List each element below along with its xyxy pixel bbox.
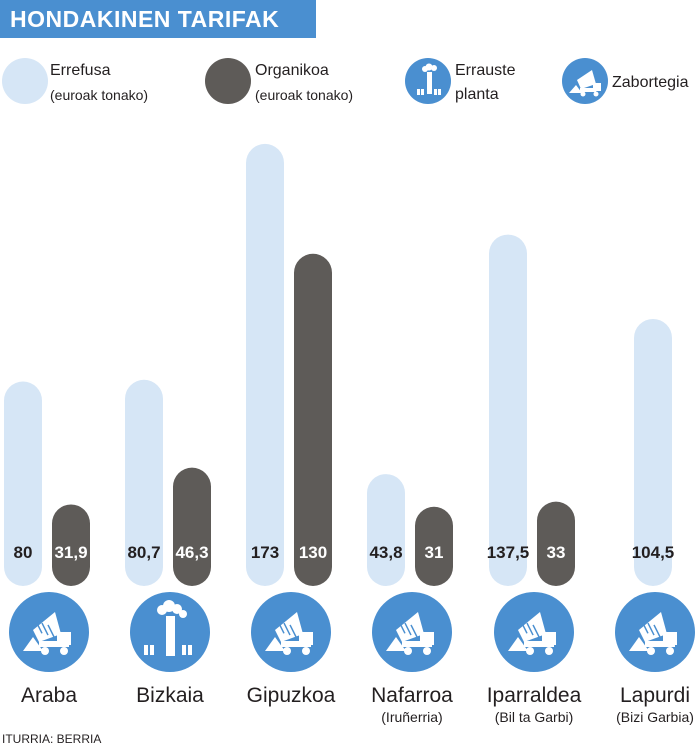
legend-errauste-label-1: Errauste bbox=[455, 62, 516, 79]
dump-truck-icon bbox=[562, 58, 608, 104]
bar-errefusa-nafarroa bbox=[367, 474, 405, 586]
legend-organikoa-label: Organikoa bbox=[255, 62, 329, 79]
category-label-lapurdi: Lapurdi bbox=[620, 684, 690, 707]
chart-title: HONDAKINEN TARIFAK bbox=[0, 0, 316, 38]
bar-organikoa-araba bbox=[52, 504, 90, 586]
value-label-organikoa-iparraldea: 33 bbox=[547, 543, 566, 562]
incinerator-icon-bizkaia bbox=[144, 600, 192, 656]
legend-errauste-label-2: planta bbox=[455, 86, 499, 103]
legend-zabortegia: Zabortegia bbox=[562, 58, 700, 110]
bar-errefusa-bizkaia bbox=[125, 379, 163, 586]
bar-errefusa-araba bbox=[4, 381, 42, 586]
dump-truck-icon-nafarroa bbox=[386, 612, 434, 655]
category-label-iparraldea: Iparraldea bbox=[487, 684, 582, 707]
legend-organikoa-swatch bbox=[205, 58, 251, 104]
value-label-errefusa-araba: 80 bbox=[14, 543, 33, 562]
incinerator-icon bbox=[405, 58, 451, 104]
value-label-errefusa-lapurdi: 104,5 bbox=[632, 543, 675, 562]
dump-truck-icon-iparraldea bbox=[508, 612, 556, 655]
bar-organikoa-nafarroa bbox=[415, 506, 453, 586]
legend-zabortegia-label: Zabortegia bbox=[612, 74, 689, 91]
legend-errefusa: Errefusa (euroak tonako) bbox=[0, 58, 200, 110]
value-label-organikoa-araba: 31,9 bbox=[54, 543, 87, 562]
value-label-organikoa-gipuzkoa: 130 bbox=[299, 543, 327, 562]
source-note: ITURRIA: BERRIA bbox=[2, 732, 102, 746]
value-label-errefusa-bizkaia: 80,7 bbox=[127, 543, 160, 562]
legend-errauste: Errauste planta bbox=[405, 58, 555, 110]
legend-errefusa-unit: (euroak tonako) bbox=[50, 87, 149, 103]
bar-chart: 80 31,9 Araba 80,7 46,3 Bizkaia 173 130 Gipuzkoa… bbox=[4, 143, 695, 725]
bar-organikoa-gipuzkoa bbox=[294, 253, 332, 586]
bar-errefusa-iparraldea bbox=[489, 234, 527, 586]
bar-organikoa-bizkaia bbox=[173, 467, 211, 586]
legend-organikoa-unit: (euroak tonako) bbox=[255, 87, 354, 103]
category-label-gipuzkoa: Gipuzkoa bbox=[247, 684, 336, 707]
legend-errefusa-swatch bbox=[2, 58, 48, 104]
value-label-errefusa-nafarroa: 43,8 bbox=[369, 543, 402, 562]
category-sublabel-iparraldea: (Bil ta Garbi) bbox=[495, 709, 574, 725]
dump-truck-icon-gipuzkoa bbox=[265, 612, 313, 655]
legend-organikoa: Organikoa (euroak tonako) bbox=[205, 58, 405, 110]
category-sublabel-nafarroa: (Iruñerria) bbox=[381, 709, 442, 725]
bar-errefusa-lapurdi bbox=[634, 318, 672, 586]
value-label-organikoa-bizkaia: 46,3 bbox=[175, 543, 208, 562]
value-label-errefusa-gipuzkoa: 173 bbox=[251, 543, 279, 562]
dump-truck-icon-araba bbox=[23, 612, 71, 655]
category-label-nafarroa: Nafarroa bbox=[371, 684, 453, 707]
bar-organikoa-iparraldea bbox=[537, 501, 575, 586]
value-label-organikoa-nafarroa: 31 bbox=[425, 543, 444, 562]
dump-truck-icon-lapurdi bbox=[629, 612, 677, 655]
bar-errefusa-gipuzkoa bbox=[246, 143, 284, 586]
legend-errefusa-label: Errefusa bbox=[50, 62, 111, 79]
category-label-bizkaia: Bizkaia bbox=[136, 684, 204, 707]
category-sublabel-lapurdi: (Bizi Garbia) bbox=[616, 709, 694, 725]
category-label-araba: Araba bbox=[21, 684, 77, 707]
value-label-errefusa-iparraldea: 137,5 bbox=[487, 543, 530, 562]
